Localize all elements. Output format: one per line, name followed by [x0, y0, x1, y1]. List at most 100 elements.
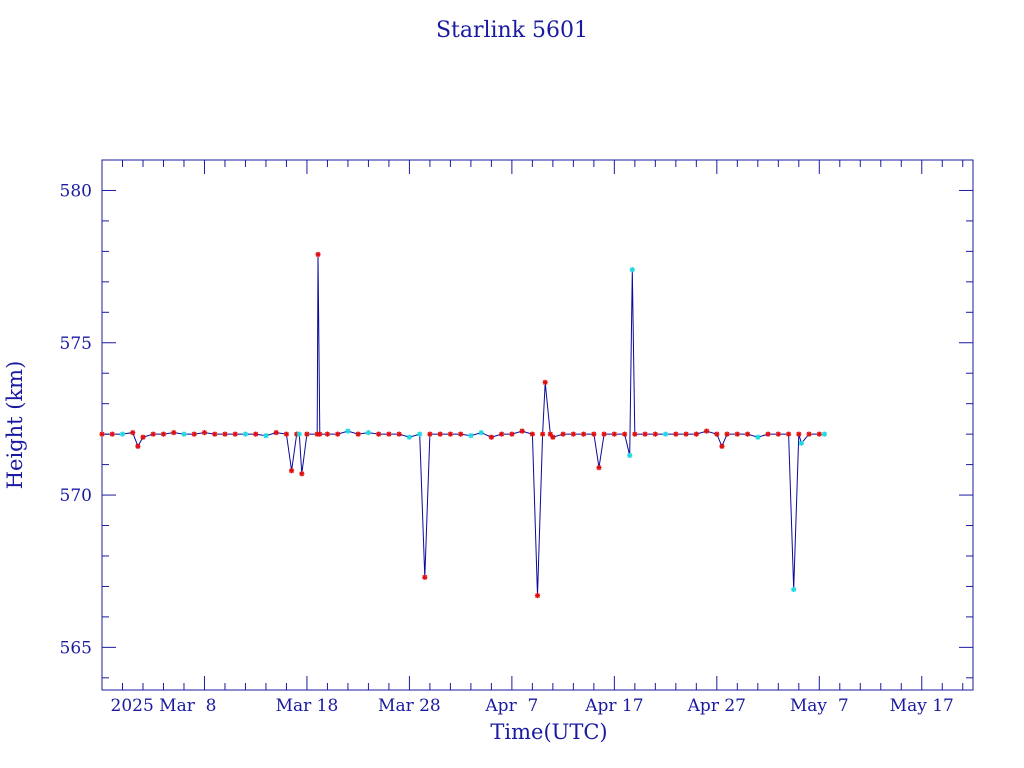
- data-point: [581, 431, 587, 437]
- data-point: [296, 431, 302, 437]
- x-tick-label: Mar 28: [378, 696, 441, 716]
- plot-frame: [101, 159, 974, 691]
- data-point: [130, 430, 136, 436]
- data-point: [632, 431, 638, 437]
- data-point: [304, 431, 310, 437]
- data-point: [150, 431, 156, 437]
- data-point: [611, 431, 617, 437]
- data-point: [447, 431, 453, 437]
- data-point: [99, 431, 105, 437]
- data-point: [365, 430, 372, 436]
- data-point: [273, 430, 279, 436]
- data-point: [335, 431, 341, 437]
- y-axis-label: Height (km): [3, 361, 27, 490]
- data-point: [622, 431, 628, 437]
- data-point: [212, 431, 218, 437]
- x-tick-label: Apr 7: [484, 696, 538, 716]
- data-point: [119, 431, 126, 437]
- data-point: [547, 431, 553, 437]
- data-point: [550, 434, 556, 440]
- data-point: [171, 430, 177, 436]
- data-point: [499, 431, 505, 437]
- data-point: [324, 431, 331, 437]
- data-point: [560, 431, 566, 437]
- data-point: [299, 471, 305, 477]
- data-point: [345, 428, 351, 434]
- x-tick-label: Apr 27: [687, 696, 746, 716]
- x-axis-label: Time(UTC): [490, 720, 607, 744]
- data-point: [601, 431, 607, 437]
- data-point: [417, 431, 423, 437]
- y-tick-label: 565: [60, 638, 92, 658]
- data-point: [140, 434, 146, 440]
- data-point: [703, 428, 710, 434]
- series-layer: [99, 251, 828, 599]
- data-point: [683, 431, 689, 437]
- data-point: [376, 431, 382, 437]
- data-point: [719, 443, 725, 449]
- data-point: [288, 468, 295, 474]
- series-line: [102, 254, 825, 596]
- data-point: [253, 431, 259, 437]
- x-tick-label: Apr 17: [584, 696, 643, 716]
- y-tick-label: 580: [60, 181, 92, 201]
- data-point: [427, 431, 433, 437]
- data-point: [222, 431, 228, 437]
- data-point: [263, 433, 269, 439]
- data-point: [315, 251, 321, 258]
- data-point: [652, 431, 658, 437]
- data-point: [534, 592, 541, 599]
- data-point: [437, 431, 443, 437]
- data-point: [201, 430, 208, 436]
- data-point: [596, 465, 602, 471]
- data-point: [160, 431, 167, 437]
- y-tick-label: 575: [60, 334, 92, 354]
- y-tick-label: 570: [60, 486, 92, 506]
- data-point: [529, 431, 535, 437]
- data-point: [232, 431, 238, 437]
- data-point: [591, 431, 597, 437]
- data-point: [755, 434, 761, 440]
- data-point: [734, 431, 740, 437]
- data-point: [406, 434, 413, 440]
- data-point: [798, 440, 804, 446]
- x-tick-label: Mar 18: [276, 696, 339, 716]
- data-point: [629, 267, 635, 273]
- data-point: [662, 431, 669, 437]
- x-tick-label: May 7: [790, 696, 849, 716]
- data-point: [519, 428, 525, 434]
- y-axis-ticks: 565 570 575 580: [60, 159, 973, 679]
- data-point: [775, 431, 781, 437]
- data-point: [673, 431, 679, 437]
- data-point: [765, 431, 771, 437]
- data-point: [242, 431, 249, 437]
- data-point: [744, 431, 751, 437]
- data-point: [816, 431, 822, 437]
- data-point: [422, 574, 428, 580]
- data-point: [791, 586, 797, 593]
- data-point: [542, 379, 548, 385]
- data-point: [191, 431, 197, 437]
- data-point: [355, 431, 361, 437]
- data-point: [821, 431, 828, 437]
- data-point: [509, 431, 515, 437]
- data-point: [570, 431, 576, 437]
- data-point: [468, 433, 474, 439]
- data-point: [693, 431, 699, 437]
- data-point: [135, 443, 141, 449]
- chart-title: Starlink 5601: [436, 18, 588, 43]
- data-point: [488, 434, 494, 440]
- x-tick-label: 2025 Mar 8: [111, 696, 217, 716]
- data-point: [396, 431, 402, 437]
- data-point: [806, 431, 812, 437]
- data-point: [627, 452, 633, 459]
- data-point: [785, 431, 792, 437]
- data-point: [642, 431, 648, 437]
- data-point: [796, 431, 802, 437]
- data-point: [540, 431, 546, 437]
- data-point: [458, 431, 464, 437]
- plot-frame-group: [101, 159, 974, 691]
- x-tick-label: May 17: [890, 696, 954, 716]
- x-axis-ticks: 2025 Mar 8 Mar 18 Mar 28 Apr 7 Apr 17 Apr 27 M…: [101, 160, 964, 716]
